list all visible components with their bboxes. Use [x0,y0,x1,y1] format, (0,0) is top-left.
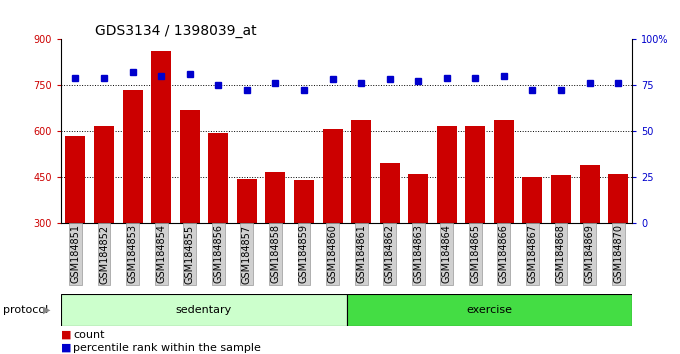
Text: GSM184863: GSM184863 [413,224,423,283]
Text: percentile rank within the sample: percentile rank within the sample [73,343,261,353]
Text: GSM184861: GSM184861 [356,224,366,283]
Text: ■: ■ [61,330,71,339]
Bar [437,126,457,223]
Bar [347,294,632,326]
Text: GSM184867: GSM184867 [528,224,537,284]
Bar [522,177,543,223]
Bar [294,180,314,223]
Text: protocol: protocol [3,305,49,315]
Text: ■: ■ [61,343,71,353]
Text: GSM184865: GSM184865 [471,224,480,284]
Bar [494,120,514,223]
Bar [151,51,171,223]
Text: GSM184857: GSM184857 [242,224,252,284]
Text: ▶: ▶ [43,305,50,315]
Bar [551,176,571,223]
Text: GSM184862: GSM184862 [385,224,394,284]
Bar [65,136,86,223]
Text: GSM184859: GSM184859 [299,224,309,284]
Bar [94,126,114,223]
Text: exercise: exercise [466,305,513,315]
Bar [208,132,228,223]
Bar [265,172,286,223]
Bar [61,294,347,326]
Text: GSM184856: GSM184856 [214,224,223,284]
Text: GSM184858: GSM184858 [271,224,280,284]
Text: GSM184852: GSM184852 [99,224,109,284]
Text: GSM184853: GSM184853 [128,224,137,284]
Bar [180,109,200,223]
Bar [122,90,143,223]
Text: GSM184870: GSM184870 [613,224,623,284]
Text: count: count [73,330,105,339]
Text: GSM184854: GSM184854 [156,224,166,284]
Text: sedentary: sedentary [176,305,232,315]
Text: GSM184855: GSM184855 [185,224,194,284]
Text: GSM184868: GSM184868 [556,224,566,283]
Bar [379,163,400,223]
Bar [608,174,628,223]
Bar [322,130,343,223]
Bar [579,165,600,223]
Text: GSM184851: GSM184851 [71,224,80,284]
Text: GSM184866: GSM184866 [499,224,509,283]
Bar [351,120,371,223]
Text: GDS3134 / 1398039_at: GDS3134 / 1398039_at [95,24,257,38]
Bar [237,178,257,223]
Bar [465,126,486,223]
Bar [408,174,428,223]
Text: GSM184864: GSM184864 [442,224,452,283]
Text: GSM184860: GSM184860 [328,224,337,283]
Text: GSM184869: GSM184869 [585,224,594,283]
